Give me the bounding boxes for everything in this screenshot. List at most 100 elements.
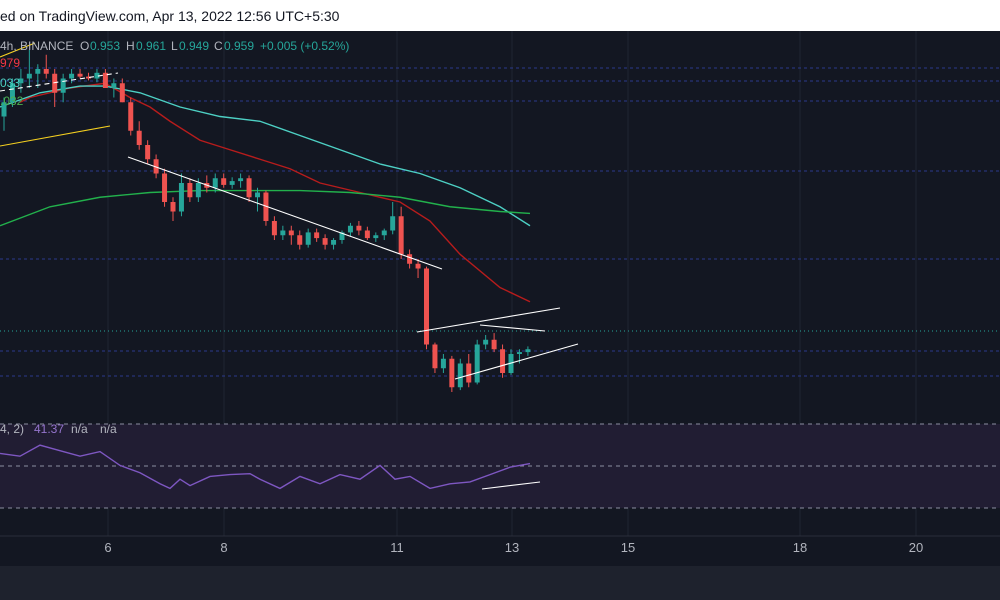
candle — [424, 266, 429, 350]
candle — [398, 206, 404, 259]
candle — [339, 230, 345, 244]
candle — [373, 232, 379, 242]
candle — [331, 238, 337, 250]
candle — [474, 339, 480, 385]
price-levels — [0, 67, 1000, 377]
candle — [347, 222, 353, 237]
candle — [246, 175, 252, 202]
candle — [170, 197, 176, 221]
price-chart[interactable]: 6 8 11 13 15 18 20 4h, BINANCE O 0.953 H 0.961… — [0, 31, 1000, 566]
publish-text: ed on TradingView.com, Apr 13, 2022 12:5… — [0, 8, 340, 24]
rsi-value: 41.37 — [34, 422, 64, 436]
candle — [288, 225, 294, 245]
rsi-legend: 4, 2) 41.37 n/a n/a — [0, 422, 117, 436]
candle — [26, 50, 32, 88]
ohlc-legend: 4h, BINANCE O 0.953 H 0.961 L 0.949 C 0.… — [0, 39, 349, 53]
candle — [525, 346, 531, 356]
candle — [500, 344, 506, 378]
candle — [35, 64, 41, 88]
candle — [390, 202, 396, 235]
x-tick-label: 8 — [220, 540, 227, 555]
trendline-descending — [127, 156, 443, 270]
ma-teal-line — [0, 85, 531, 227]
x-tick-label: 11 — [390, 540, 404, 555]
candle — [18, 69, 24, 93]
legend-c-value: 0.959 — [224, 39, 254, 53]
rsi-bounds — [0, 423, 1000, 509]
legend-c-label: C — [214, 39, 223, 53]
candle — [297, 230, 303, 250]
bottom-bar — [0, 566, 1000, 600]
wedge-lower — [454, 343, 579, 380]
legend-h-value: 0.961 — [136, 39, 166, 53]
ma-teal-label: 033 — [0, 76, 20, 90]
candle — [136, 121, 142, 150]
candle — [432, 342, 438, 373]
candle — [466, 354, 472, 388]
legend-change: +0.005 (+0.52%) — [260, 39, 349, 53]
rsi-na-1: n/a — [71, 422, 88, 436]
rsi-params: 4, 2) — [0, 422, 24, 436]
candle — [356, 221, 362, 236]
x-tick-label: 13 — [505, 540, 519, 555]
x-tick-label: 20 — [909, 540, 923, 555]
legend-o-label: O — [80, 39, 89, 53]
candle — [407, 249, 413, 269]
candle — [102, 69, 108, 88]
candle — [440, 354, 446, 373]
wedge-upper — [416, 307, 561, 333]
ma-green-label: .032 — [0, 94, 24, 108]
trendline-yellow — [0, 125, 111, 147]
rsi-line — [0, 444, 531, 490]
legend-h-label: H — [126, 39, 135, 53]
candle — [255, 187, 260, 212]
moving-averages — [0, 82, 531, 303]
candle — [52, 69, 58, 107]
candle — [212, 173, 218, 193]
vertical-gridlines — [107, 31, 917, 536]
ma-value-labels: 979 033 .032 — [0, 56, 24, 108]
candle — [238, 173, 244, 188]
candle — [263, 190, 269, 226]
ma-red-line — [19, 82, 531, 303]
candle — [322, 234, 328, 250]
candle — [364, 226, 370, 240]
candle — [415, 259, 421, 278]
candle — [43, 54, 49, 79]
candle — [119, 78, 125, 103]
legend-l-label: L — [171, 39, 178, 53]
candle — [162, 168, 168, 207]
legend-symbol: 4h, BINANCE — [0, 39, 73, 53]
ma-green-line — [0, 189, 531, 227]
candle — [69, 69, 75, 84]
candle — [221, 173, 227, 188]
candle — [187, 178, 193, 202]
publish-bar: ed on TradingView.com, Apr 13, 2022 12:5… — [0, 0, 1000, 31]
candle — [77, 69, 83, 79]
candle — [1, 97, 7, 131]
chart-area[interactable]: 6 8 11 13 15 18 20 4h, BINANCE O 0.953 H 0.961… — [0, 31, 1000, 566]
candle — [271, 216, 277, 240]
candle — [153, 154, 159, 179]
candle — [229, 177, 235, 189]
x-tick-label: 15 — [621, 540, 635, 555]
candle — [145, 140, 151, 164]
trendline-upper-left — [0, 42, 36, 58]
trendline-dashed-top — [0, 72, 119, 92]
candle — [86, 72, 91, 81]
rsi-trendline — [481, 481, 541, 490]
candle — [449, 355, 455, 392]
candle — [457, 358, 463, 391]
wedge-inner — [479, 324, 546, 332]
candle — [178, 173, 184, 217]
ma-red-label: 979 — [0, 56, 20, 70]
x-axis-ticks: 6 8 11 13 15 18 20 — [104, 540, 923, 555]
x-tick-label: 6 — [104, 540, 111, 555]
candle — [314, 228, 320, 242]
candle — [94, 69, 100, 83]
candle — [60, 73, 66, 103]
candle — [381, 228, 387, 240]
legend-o-value: 0.953 — [90, 39, 120, 53]
legend-l-value: 0.949 — [179, 39, 209, 53]
candle — [111, 78, 117, 98]
